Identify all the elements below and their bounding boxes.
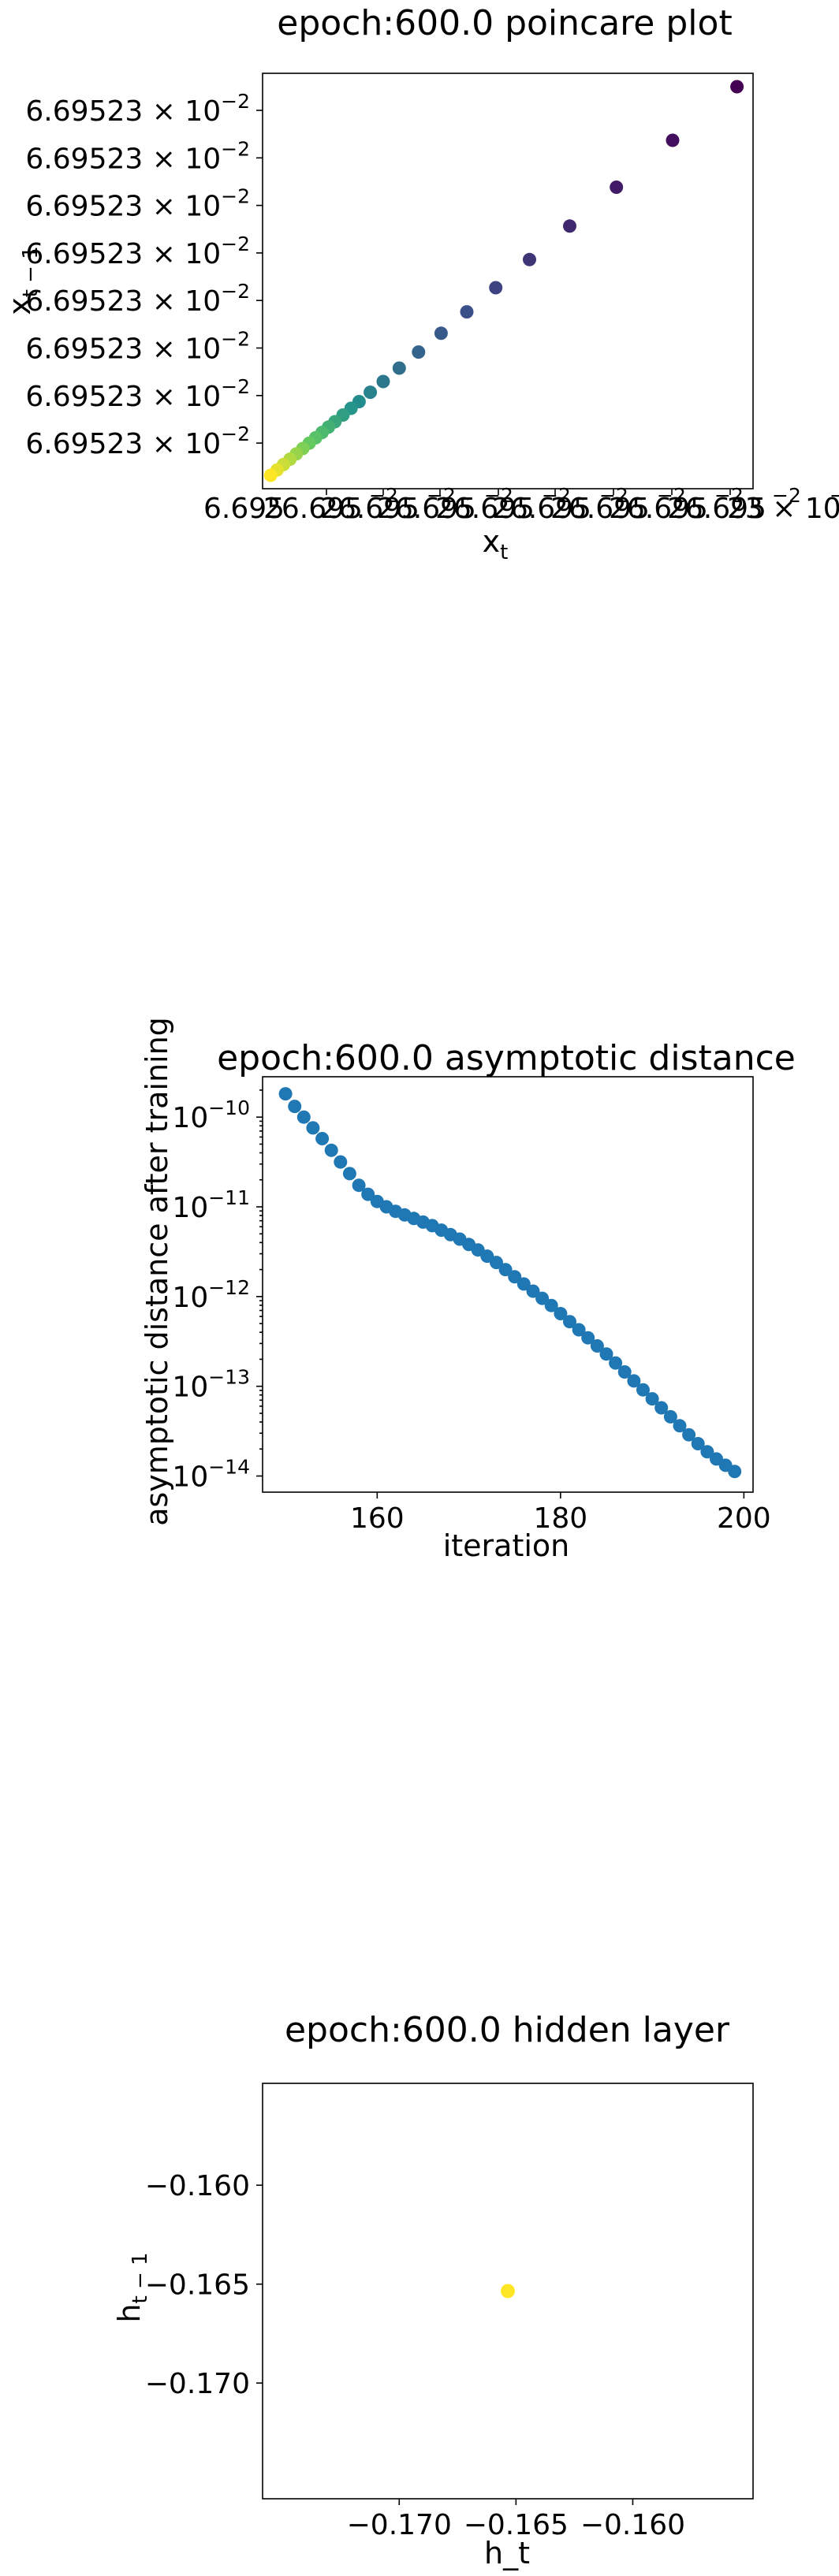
poincare-x-tick-exponent: −2 — [427, 484, 456, 507]
asymptotic-point — [315, 1132, 329, 1145]
poincare-point — [412, 345, 425, 359]
poincare-x-tick-exponent: −2 — [830, 484, 839, 507]
poincare-point — [489, 281, 502, 295]
poincare-y-tick-label: 6.69523 × 10−2 — [25, 90, 250, 128]
poincare-y-tick-label: 6.69523 × 10−2 — [25, 185, 250, 223]
poincare-y-tick-label: 6.69523 × 10−2 — [25, 328, 250, 366]
poincare-point — [730, 80, 744, 94]
asymptotic-point — [288, 1100, 301, 1113]
asymptotic-y-axis-label: asymptotic distance after training — [140, 1017, 174, 1526]
poincare-y-tick-label: 6.69523 × 10−2 — [25, 280, 250, 318]
poincare-x-tick-exponent: −2 — [772, 484, 801, 507]
asymptotic-x-axis-label: iteration — [443, 1528, 570, 1563]
poincare-point — [364, 385, 377, 399]
poincare-chart: epoch:600.0 poincare plot 6.69523 × 10−2… — [2, 3, 839, 564]
poincare-x-tick-exponent: −2 — [484, 484, 513, 507]
poincare-y-tick-label: 6.69523 × 10−2 — [25, 137, 250, 175]
hidden-y-ticks: −0.160 −0.165 −0.170 — [145, 2170, 263, 2400]
asymptotic-y-tick-label: 10−14 — [172, 1456, 250, 1494]
asymptotic-point — [306, 1121, 319, 1134]
poincare-x-tick-exponent: −2 — [657, 484, 686, 507]
poincare-point — [666, 134, 680, 147]
asymptotic-point — [325, 1144, 338, 1157]
poincare-point — [264, 469, 278, 482]
asymptotic-points — [279, 1087, 742, 1478]
hidden-x-tick-label: −0.170 — [347, 2509, 452, 2541]
asymptotic-point — [279, 1087, 293, 1100]
poincare-y-ticks: 6.69523 × 10−2 6.69523 × 10−2 6.69523 × 10… — [25, 90, 263, 460]
asymptotic-point — [343, 1167, 356, 1180]
asymptotic-y-tick-label: 10−13 — [172, 1366, 250, 1404]
asymptotic-y-tick-label: 10−10 — [172, 1096, 250, 1134]
hidden-y-axis-label: ht − 1 — [112, 2252, 152, 2322]
poincare-x-tick-exponent: −2 — [714, 484, 744, 507]
poincare-y-tick-label: 6.69523 × 10−2 — [25, 233, 250, 270]
hidden-x-ticks: −0.170 −0.165 −0.160 — [347, 2499, 685, 2541]
poincare-x-axis-label: xt — [483, 524, 509, 564]
poincare-x-tick-exponent: −2 — [369, 484, 398, 507]
poincare-point — [461, 305, 474, 318]
asymptotic-distance-chart: epoch:600.0 asymptotic distance 10−1010−… — [140, 1017, 796, 1563]
hidden-y-tick-label: −0.170 — [145, 2368, 250, 2400]
hidden-x-tick-label: −0.160 — [580, 2509, 685, 2541]
asymptotic-y-ticks: 10−10 10−11 10−12 10−13 10−14 — [172, 1090, 263, 1494]
hidden-y-tick-label: −0.160 — [145, 2170, 250, 2202]
poincare-point — [610, 181, 623, 194]
poincare-x-tick-exponent: −2 — [542, 484, 571, 507]
poincare-point — [434, 326, 448, 340]
poincare-y-tick-label: 6.69523 × 10−2 — [25, 423, 250, 460]
poincare-y-axis-label: xt − 1 — [2, 246, 43, 315]
poincare-point — [393, 362, 406, 375]
hidden-point — [501, 2284, 515, 2299]
hidden-x-axis-label: h_t — [484, 2536, 530, 2570]
hidden-title: epoch:600.0 hidden layer — [285, 2010, 730, 2050]
poincare-point — [563, 219, 576, 233]
hidden-y-tick-label: −0.165 — [145, 2269, 250, 2302]
asymptotic-y-tick-label: 10−12 — [172, 1276, 250, 1314]
poincare-points — [264, 80, 744, 482]
asymptotic-point — [334, 1156, 347, 1169]
poincare-x-ticks: 6.69526.69526.69526.69526.69526.69526.69… — [203, 484, 839, 525]
poincare-title: epoch:600.0 poincare plot — [277, 3, 732, 43]
asymptotic-x-tick-label: 160 — [350, 1502, 405, 1535]
asymptotic-y-tick-label: 10−11 — [172, 1186, 250, 1224]
hidden-points — [501, 2284, 515, 2299]
asymptotic-title: epoch:600.0 asymptotic distance — [217, 1038, 796, 1078]
poincare-y-tick-label: 6.69523 × 10−2 — [25, 375, 250, 413]
asymptotic-x-tick-label: 200 — [717, 1502, 771, 1535]
asymptotic-point — [728, 1465, 741, 1478]
hidden-layer-chart: epoch:600.0 hidden layer −0.160−0.165−0.… — [112, 2010, 753, 2570]
poincare-point — [377, 375, 390, 389]
asymptotic-point — [297, 1111, 311, 1124]
poincare-x-tick-exponent: −2 — [599, 484, 628, 507]
poincare-point — [523, 253, 536, 266]
